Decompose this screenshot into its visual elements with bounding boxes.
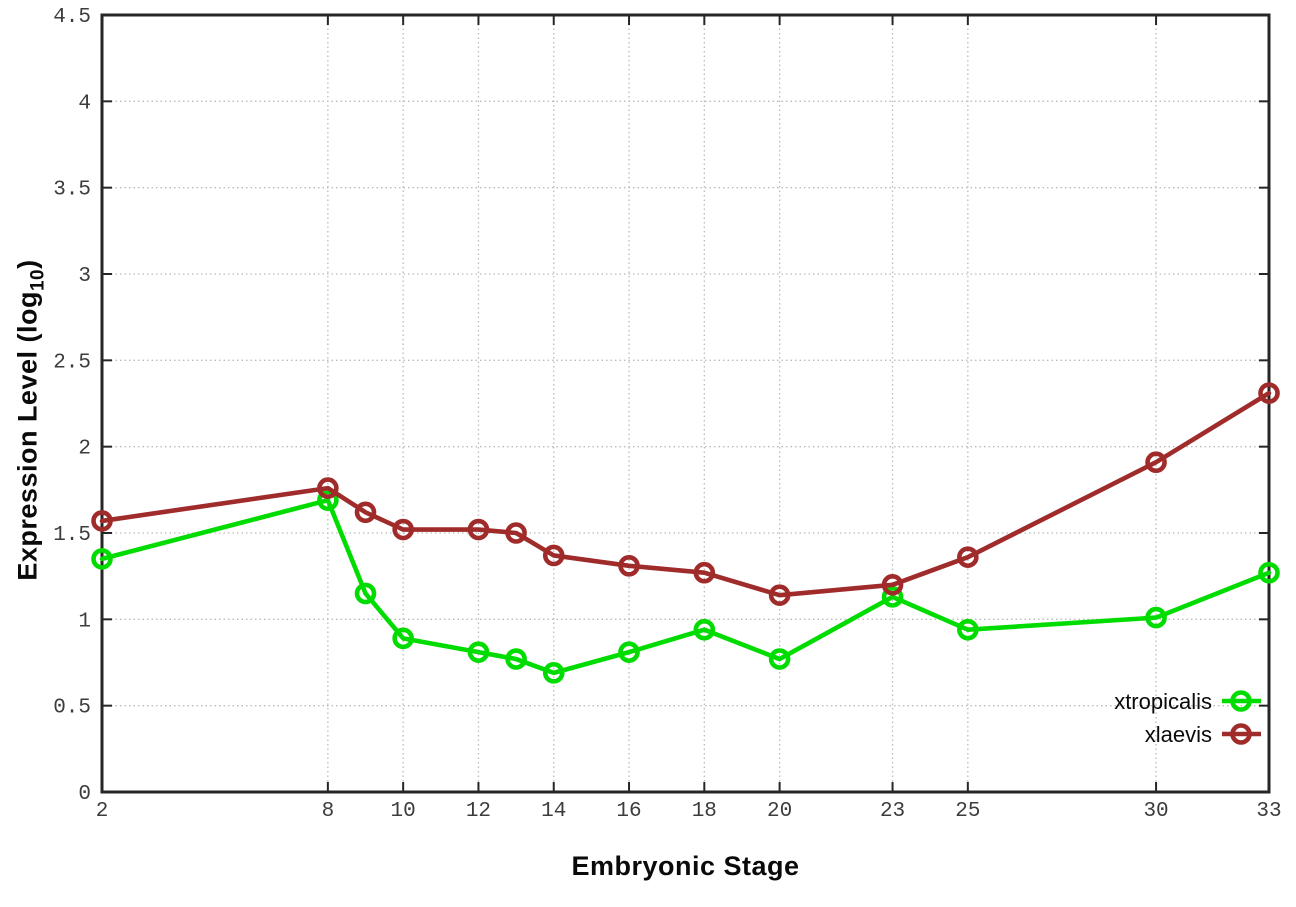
data-point-xtropicalis-14 <box>542 662 565 684</box>
series-line-xtropicalis <box>99 497 1272 676</box>
data-point-xlaevis-20 <box>768 584 791 606</box>
x-tick-label: 2 <box>96 800 109 823</box>
data-point-xtropicalis-23 <box>881 586 904 608</box>
data-point-xlaevis-14 <box>542 544 565 567</box>
data-point-xtropicalis-18 <box>693 618 716 641</box>
legend: xtropicalis xlaevis <box>1114 689 1261 747</box>
data-point-xlaevis-33 <box>1258 382 1280 404</box>
data-point-xtropicalis-16 <box>618 641 640 663</box>
data-point-xlaevis-23 <box>881 573 904 596</box>
data-point-xtropicalis-2 <box>91 548 113 570</box>
legend-label-xlaevis: xlaevis <box>1145 722 1212 747</box>
x-tick-label: 30 <box>1143 800 1168 823</box>
data-point-xtropicalis-12 <box>467 641 490 663</box>
data-point-xtropicalis-9 <box>354 582 377 605</box>
plot-border <box>100 13 1271 794</box>
data-point-xlaevis-9 <box>354 501 377 524</box>
y-tick-label: 2 <box>78 438 91 461</box>
legend-marker-xtropicalis <box>1230 690 1252 712</box>
data-point-xtropicalis-20 <box>768 648 791 670</box>
y-tick-label: 2.5 <box>53 351 91 374</box>
data-point-xlaevis-10 <box>392 518 414 541</box>
y-tick-label: 3 <box>78 265 91 288</box>
data-point-xtropicalis-33 <box>1258 561 1280 584</box>
y-tick-labels: 0 0.5 1 1.5 2 2.5 3 3.5 4 4.5 <box>53 6 91 806</box>
x-tick-label: 18 <box>692 800 717 823</box>
y-tick-label: 0.5 <box>53 697 91 720</box>
x-tick-label: 23 <box>880 800 905 823</box>
data-point-xlaevis-2 <box>91 510 113 532</box>
tick-marks <box>102 15 1269 792</box>
y-axis-title-main: Expression Level (log <box>12 291 43 581</box>
data-point-xtropicalis-10 <box>392 627 414 650</box>
data-point-xlaevis-18 <box>693 561 716 584</box>
y-tick-label: 1.5 <box>53 524 91 547</box>
x-tick-label: 8 <box>322 800 335 823</box>
data-point-xlaevis-25 <box>957 546 979 568</box>
y-axis-title-close: ) <box>12 259 43 269</box>
data-point-xtropicalis-30 <box>1145 606 1167 629</box>
data-point-xtropicalis-8 <box>317 489 339 511</box>
x-tick-labels: 2 8 10 12 14 16 18 20 23 25 30 33 <box>96 800 1282 823</box>
y-tick-label: 1 <box>78 610 91 633</box>
y-tick-label: 0 <box>78 783 91 806</box>
y-tick-label: 4 <box>78 92 91 115</box>
legend-marker-xlaevis <box>1230 723 1252 745</box>
series-line-xlaevis <box>99 390 1272 598</box>
data-point-xlaevis-13 <box>505 522 527 544</box>
legend-label-xtropicalis: xtropicalis <box>1114 689 1212 714</box>
x-tick-label: 12 <box>466 800 491 823</box>
x-tick-label: 25 <box>955 800 980 823</box>
x-tick-label: 16 <box>616 800 641 823</box>
y-axis-title-subscript: 10 <box>27 268 49 292</box>
gridlines <box>102 15 1269 792</box>
y-axis-title: Expression Level (log10) <box>12 259 49 581</box>
data-point-xtropicalis-13 <box>505 648 527 670</box>
series-markers-xlaevis <box>91 382 1280 606</box>
data-point-xlaevis-16 <box>618 555 640 577</box>
x-tick-label: 33 <box>1256 800 1281 823</box>
data-point-xlaevis-30 <box>1145 451 1167 474</box>
y-tick-label: 4.5 <box>53 6 91 29</box>
data-point-xlaevis-12 <box>467 518 490 541</box>
x-tick-label: 14 <box>541 800 566 823</box>
series-markers-xtropicalis <box>91 489 1280 684</box>
x-axis-title: Embryonic Stage <box>571 851 800 881</box>
x-tick-label: 10 <box>391 800 416 823</box>
y-tick-label: 3.5 <box>53 179 91 202</box>
data-point-xtropicalis-25 <box>957 618 979 641</box>
x-tick-label: 20 <box>767 800 792 823</box>
data-point-xlaevis-8 <box>317 477 339 499</box>
